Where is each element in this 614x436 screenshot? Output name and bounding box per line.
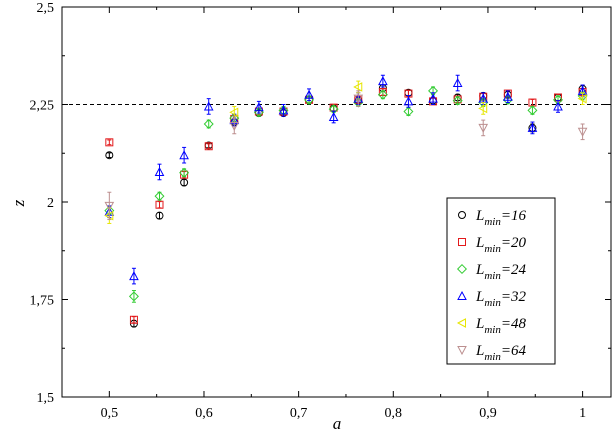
y-axis-label: z xyxy=(9,199,28,207)
legend-entry: Lmin=48 xyxy=(456,316,526,336)
x-tick-label: 0,8 xyxy=(385,406,403,421)
tick-labels: 0,5 0,6 0,7 0,8 0,9 1 1,5 1,75 2 2,25 2,5 xyxy=(30,1,587,421)
x-tick-label: 0,6 xyxy=(195,406,213,421)
x-tick-label: 0,5 xyxy=(101,406,119,421)
legend-label: Lmin=64 xyxy=(475,343,526,363)
data-point-marker xyxy=(378,76,388,86)
data-point-marker xyxy=(577,127,588,137)
data-point-marker xyxy=(155,211,164,220)
data-point-marker xyxy=(155,200,164,209)
legend: Lmin=16 Lmin=20 Lmin=24 Lmin=32 Lmin=48 Lmin=… xyxy=(446,197,556,365)
data-point-marker xyxy=(328,111,339,121)
legend-entry: Lmin=32 xyxy=(457,289,526,309)
data-point-marker xyxy=(278,105,289,115)
y-tick-label: 2 xyxy=(47,196,54,211)
x-tick-label: 0,9 xyxy=(479,406,497,421)
legend-marker-circle xyxy=(458,211,466,219)
x-axis-label: a xyxy=(333,414,342,433)
legend-entry: Lmin=20 xyxy=(458,235,526,255)
legend-marker-diamond xyxy=(456,263,468,275)
data-point-marker xyxy=(129,315,138,324)
legend-marker-triangle-down xyxy=(457,346,467,356)
data-points xyxy=(104,74,588,328)
data-point-marker xyxy=(254,102,264,112)
y-tick-label: 1,75 xyxy=(30,294,55,309)
data-point-marker xyxy=(577,93,587,104)
data-point-marker xyxy=(304,89,314,99)
y-tick-label: 2,5 xyxy=(37,1,55,16)
legend-box xyxy=(446,197,556,365)
x-tick-label: 0,7 xyxy=(290,406,308,421)
y-tick-label: 1,5 xyxy=(37,391,55,406)
y-tick-label: 2,25 xyxy=(30,99,55,114)
data-point-marker xyxy=(204,142,213,151)
legend-marker-triangle-left xyxy=(456,318,466,328)
data-point-marker xyxy=(377,89,388,100)
data-point-marker xyxy=(179,167,190,178)
legend-marker-square xyxy=(458,238,466,246)
data-point-marker xyxy=(553,101,563,111)
data-point-marker xyxy=(229,107,239,118)
data-point-marker xyxy=(180,178,189,187)
legend-label: Lmin=20 xyxy=(475,235,526,255)
legend-entry: Lmin=16 xyxy=(458,208,526,228)
data-point-marker xyxy=(229,121,240,132)
data-point-marker xyxy=(403,106,414,117)
data-point-marker xyxy=(478,123,489,133)
data-point-marker xyxy=(353,94,364,104)
x-tick-label: 1 xyxy=(579,406,586,421)
series-L_min=64 xyxy=(104,90,588,221)
data-point-marker xyxy=(129,271,139,281)
data-point-marker xyxy=(403,96,414,106)
legend-label: Lmin=32 xyxy=(475,289,526,309)
data-point-marker xyxy=(353,82,363,92)
legend-entry: Lmin=24 xyxy=(456,262,526,282)
legend-marker-triangle-up xyxy=(457,290,467,300)
axis-ticks xyxy=(62,6,611,398)
data-point-marker xyxy=(154,191,165,202)
data-point-marker xyxy=(452,77,463,88)
data-point-marker xyxy=(104,201,115,211)
data-point-marker xyxy=(105,138,114,147)
data-point-marker xyxy=(452,95,463,106)
data-point-marker xyxy=(527,105,538,116)
data-point-marker xyxy=(478,103,488,114)
data-point-marker xyxy=(428,93,438,103)
data-point-marker xyxy=(128,291,139,302)
plot-frame xyxy=(61,6,612,398)
legend-entry: Lmin=64 xyxy=(457,343,526,363)
data-point-marker xyxy=(154,166,165,176)
data-point-marker xyxy=(203,118,214,130)
data-point-marker xyxy=(179,150,189,160)
data-point-marker xyxy=(203,101,214,111)
data-point-marker xyxy=(502,91,513,101)
data-point-marker xyxy=(105,151,114,160)
legend-label: Lmin=24 xyxy=(475,262,526,282)
legend-label: Lmin=48 xyxy=(475,316,526,336)
legend-label: Lmin=16 xyxy=(475,208,526,228)
data-point-marker xyxy=(527,122,538,132)
